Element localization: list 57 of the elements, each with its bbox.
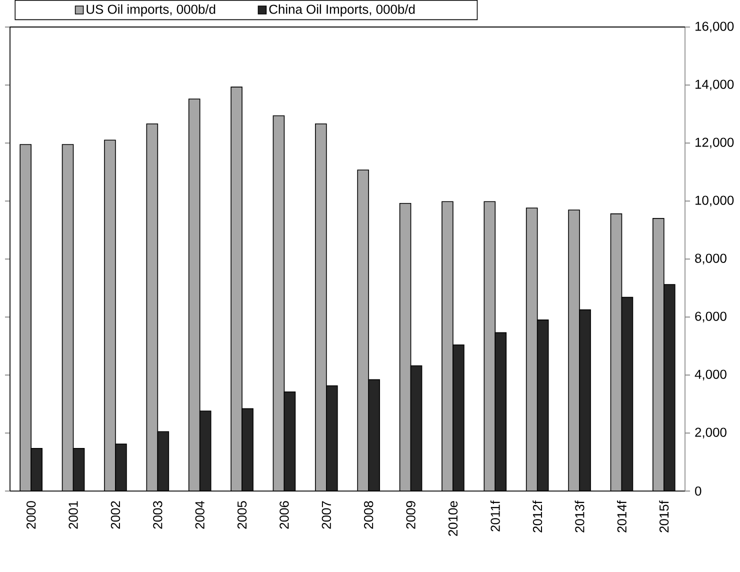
bar — [452, 344, 464, 492]
bar — [368, 380, 380, 492]
bar — [200, 410, 211, 492]
y-tick-label: 6,000 — [695, 312, 726, 322]
x-tick-label: 2004 — [195, 500, 204, 529]
y-tick-label: 10,000 — [696, 196, 734, 206]
bar — [73, 448, 84, 492]
x-tick-label: 2013f — [574, 500, 584, 532]
x-tick-label: 2005 — [237, 501, 247, 529]
x-tick-label: 2002 — [110, 501, 120, 529]
bar — [242, 408, 254, 492]
y-tick-label: 0 — [695, 486, 702, 496]
bar — [410, 366, 422, 492]
x-tick-label: 2009 — [406, 501, 416, 529]
x-tick-label: 2015f — [659, 500, 669, 532]
legend-label: China Oil Imports, 000b/d — [269, 4, 415, 16]
bar — [664, 284, 676, 492]
x-tick-label: 2003 — [153, 501, 162, 529]
bar — [20, 144, 32, 492]
bar — [358, 170, 369, 492]
bar — [146, 124, 158, 492]
bar — [188, 98, 200, 492]
bar — [484, 202, 496, 492]
bar — [442, 202, 453, 492]
x-tick-label: 2012f — [532, 500, 542, 532]
y-tick-label: 2,000 — [695, 428, 726, 438]
bar — [315, 124, 326, 492]
y-tick-label: 16,000 — [696, 22, 734, 32]
bar — [400, 203, 411, 492]
bar — [580, 310, 591, 492]
y-tick-label: 12,000 — [696, 138, 734, 148]
bar — [526, 208, 538, 492]
x-tick-label: 2000 — [26, 501, 36, 529]
legend-label: US Oil imports, 000b/d — [86, 4, 216, 16]
bar — [326, 386, 338, 492]
bar — [622, 297, 633, 492]
bar — [62, 144, 74, 492]
x-tick-label: 2001 — [68, 501, 78, 529]
bar — [495, 332, 506, 492]
bar — [284, 392, 296, 492]
bar — [231, 87, 242, 492]
x-tick-label: 2007 — [322, 501, 331, 529]
bar — [273, 116, 284, 492]
x-tick-label: 2006 — [280, 501, 289, 529]
y-tick-label: 4,000 — [694, 370, 726, 380]
bar — [610, 214, 622, 492]
x-tick-label: 2014f — [616, 500, 626, 532]
bar — [537, 320, 548, 492]
y-tick-label: 14,000 — [696, 80, 734, 90]
x-tick-label: 2011f — [490, 500, 500, 532]
x-tick-label: 2010e — [448, 501, 458, 536]
x-tick-label: 2008 — [364, 501, 374, 529]
bar — [568, 210, 580, 492]
bar — [158, 432, 169, 492]
y-tick-label: 8,000 — [695, 254, 726, 264]
bar — [652, 218, 664, 492]
bar — [104, 140, 116, 492]
